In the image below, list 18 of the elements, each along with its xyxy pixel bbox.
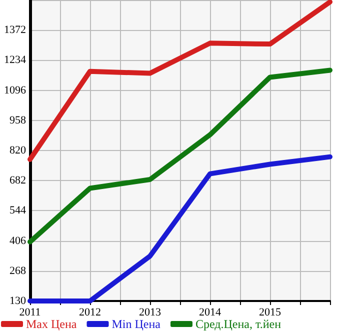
legend-label: Сред.Цена, т.йен [195, 317, 282, 331]
y-tick-label: 268 [10, 264, 26, 277]
y-tick-label: 130 [10, 295, 26, 307]
legend-label: Min Цена [112, 317, 162, 331]
x-tick-label: 2014 [199, 306, 222, 318]
x-tick-label: 2015 [259, 306, 282, 318]
legend-label: Max Цена [26, 317, 78, 331]
y-tick-label: 820 [10, 144, 26, 156]
y-tick-label: 1096 [4, 84, 26, 96]
y-tick-label: 682 [10, 174, 26, 187]
y-tick-label: 958 [10, 114, 26, 126]
x-tick-label: 2012 [79, 306, 101, 318]
y-tick-label: 544 [10, 204, 26, 217]
y-tick-label: 1372 [4, 24, 26, 36]
x-tick-label: 2013 [139, 306, 162, 318]
y-tick-label: 406 [10, 234, 26, 247]
y-tick-label: 1234 [4, 54, 26, 66]
x-tick-label: 2011 [19, 306, 41, 318]
